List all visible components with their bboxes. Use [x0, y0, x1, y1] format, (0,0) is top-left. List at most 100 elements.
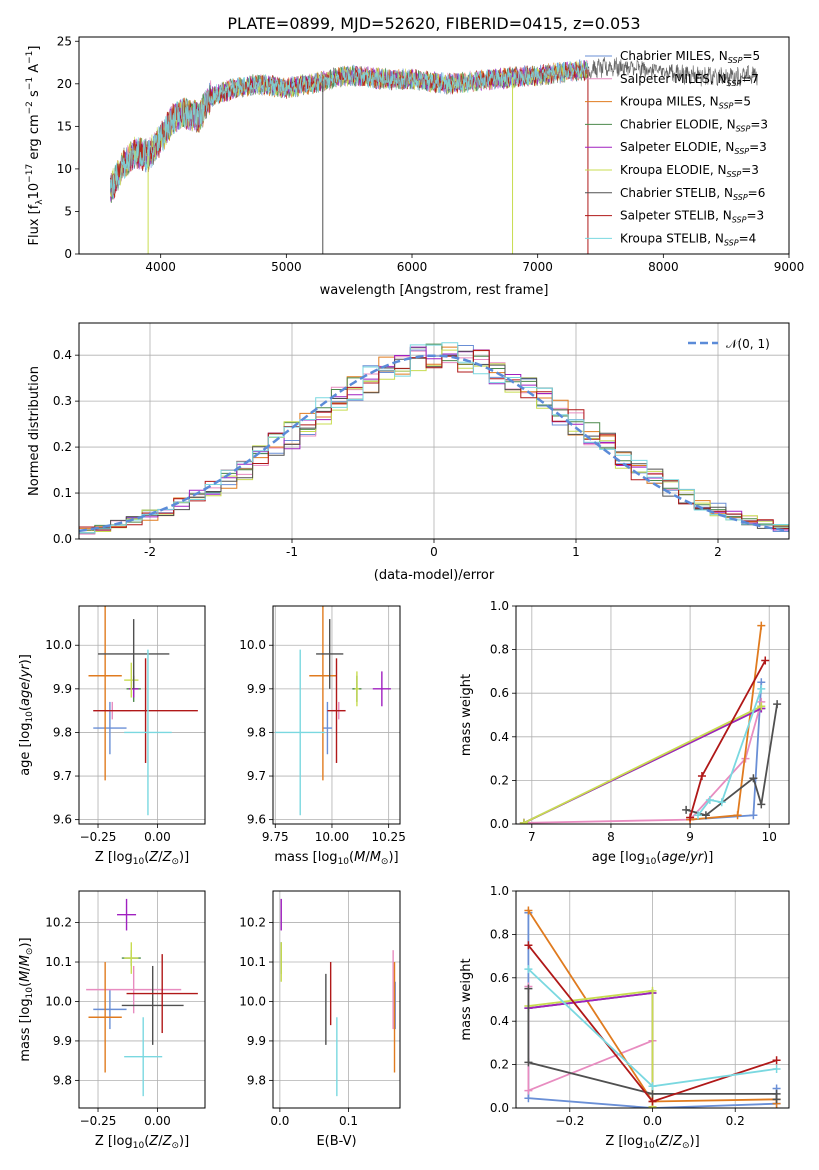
x-tick-label: 5000	[271, 260, 302, 274]
y-tick-label: 10.2	[239, 916, 266, 930]
series-marker	[705, 796, 714, 805]
series-marker	[772, 1064, 781, 1073]
label-part: (	[144, 1134, 149, 1149]
label-part: /	[686, 850, 691, 865]
label-part: Z	[659, 1134, 670, 1149]
series-kroupa-elodie	[519, 702, 766, 824]
point-kroupa-elodie	[124, 662, 139, 698]
panel-age-vs-mass: 9.75 10.00 10.25 9.6 9.7 9.8 9.9 10.0 mass [log1…	[239, 605, 406, 867]
y-tick-label: 9.7	[247, 769, 266, 783]
x-tick-label: 10	[762, 830, 777, 844]
y-tick-label: 10.0	[45, 994, 72, 1008]
axes-frame	[78, 322, 790, 540]
x-axis-label: wavelength [Angstrom, rest frame]	[320, 283, 549, 298]
label-part: 10	[25, 711, 35, 723]
y-tick-label: 0	[64, 247, 72, 261]
label-part: Chabrier STELIB, N	[620, 186, 733, 200]
hist-kroupa-stelib	[79, 342, 789, 539]
y-tick-label: 0.4	[53, 348, 72, 362]
label-part: ]	[27, 46, 42, 51]
label-part: age	[661, 850, 685, 865]
legend-label-chabrier-elodie: Chabrier ELODIE, NSSP=3	[620, 117, 768, 133]
series-line	[523, 705, 762, 824]
label-part: =7	[741, 72, 759, 86]
label-part: =6	[748, 186, 766, 200]
normal-curve	[79, 354, 789, 533]
y-tick-label: 9.8	[247, 725, 266, 739]
series-marker	[701, 811, 710, 820]
legend-label-salpeter-stelib: Salpeter STELIB, NSSP=3	[620, 209, 764, 225]
y-axis-label: mass weight	[459, 958, 474, 1040]
y-tick-label: 10	[57, 162, 72, 176]
label-part: /	[365, 850, 370, 865]
label-part: =4	[739, 231, 757, 245]
series-marker	[524, 1086, 533, 1095]
label-part: /	[669, 1134, 674, 1149]
series-marker	[682, 805, 691, 814]
point-kroupa-stelib	[124, 1017, 163, 1097]
label-part: Z [log	[95, 1134, 133, 1149]
label-part: SSP	[727, 79, 742, 88]
label-part: SSP	[727, 170, 742, 179]
x-tick-label: −0.2	[555, 1114, 584, 1128]
label-part: M	[354, 850, 365, 865]
label-part: ⊙	[381, 857, 389, 867]
point-kroupa-elodie	[124, 942, 139, 974]
series-marker	[524, 941, 533, 950]
y-tick-label: 10.0	[45, 638, 72, 652]
y-tick-label: 10.2	[45, 916, 72, 930]
label-part: /	[158, 1134, 163, 1149]
series-marker	[519, 818, 528, 824]
x-tick-label: 10.25	[371, 830, 405, 844]
y-tick-label: 0.8	[490, 643, 509, 657]
x-tick-label: 0.1	[339, 1114, 358, 1128]
label-part: Flux [f	[27, 204, 42, 245]
x-tick-label: 9000	[774, 260, 805, 274]
label-part: =5	[733, 95, 751, 109]
series-marker	[772, 1095, 781, 1104]
plot-area	[110, 57, 758, 254]
y-tick-label: 0.2	[53, 440, 72, 454]
spectrum-line-kroupa-stelib	[110, 60, 589, 198]
legend-label-kroupa-elodie: Kroupa ELODIE, NSSP=3	[620, 163, 759, 179]
x-tick-label: 7	[528, 830, 536, 844]
point-salpeter-elodie	[117, 898, 137, 931]
y-axis-label: mass [log10(M/M⊙)]	[18, 937, 35, 1061]
y-tick-label: 0.0	[53, 532, 72, 546]
label-part: 10	[643, 1141, 655, 1151]
label-part: )]	[703, 850, 713, 865]
y-tick-label: 10.1	[45, 955, 72, 969]
label-part: /	[18, 966, 33, 971]
y-tick-label: 10.0	[239, 638, 266, 652]
point-salpeter-elodie	[372, 671, 391, 707]
series-marker	[761, 656, 770, 665]
series-marker	[648, 1097, 657, 1106]
label-part: (	[656, 850, 661, 865]
label-part: /	[158, 850, 163, 865]
label-part: A	[27, 64, 42, 77]
series-marker	[524, 965, 533, 974]
label-part: mass [log	[18, 998, 33, 1061]
y-axis-label: Normed distribution	[27, 366, 42, 496]
label-part: )]	[690, 1134, 700, 1149]
panel-age-vs-Z: −0.25 0.009.69.79.89.910.0Z [log10(Z/Z⊙)]…	[18, 605, 206, 867]
series-marker	[694, 811, 702, 820]
axes-frame	[78, 36, 790, 255]
label-part: SSP	[733, 193, 748, 202]
label-part: age	[18, 682, 33, 706]
series-line	[697, 688, 763, 816]
point-salpeter-stelib	[93, 658, 198, 763]
hist-salpeter-stelib	[79, 349, 789, 539]
label-part: =3	[750, 117, 768, 131]
point-chabrier-stelib	[121, 965, 184, 1045]
label-part: =3	[746, 209, 764, 223]
point-salpeter-stelib	[126, 954, 198, 1034]
label-part: SSP	[732, 216, 747, 225]
label-part: ⊙	[25, 948, 35, 956]
x-tick-label: 8	[607, 830, 615, 844]
label-part: =5	[742, 49, 760, 63]
series-line	[523, 701, 763, 824]
x-axis-label: Z [log10(Z/Z⊙)]	[95, 1134, 189, 1151]
hist-chabrier-elodie	[79, 343, 789, 539]
